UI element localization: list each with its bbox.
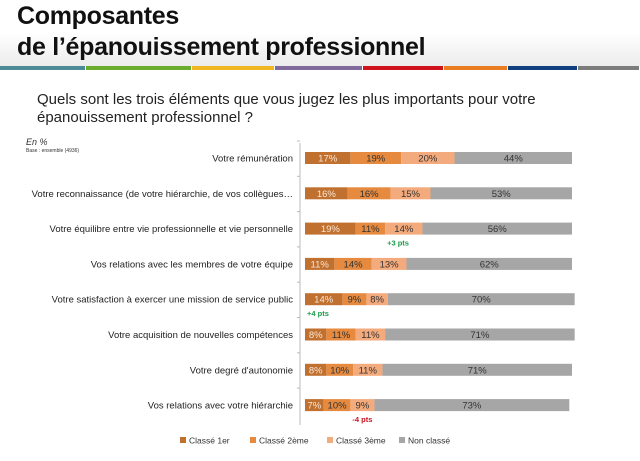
- bar-segment: [353, 363, 383, 376]
- data-label: 8%: [309, 365, 323, 376]
- bar-segment: [371, 257, 407, 270]
- bar-segment: [326, 328, 356, 341]
- bar-segment: [355, 328, 386, 341]
- header-background: [0, 0, 640, 66]
- data-label: 71%: [468, 365, 488, 376]
- bar-segment: [430, 187, 572, 200]
- bar-segment: [401, 152, 455, 164]
- data-label: 20%: [418, 154, 438, 165]
- legend-label: Classé 3ème: [336, 436, 386, 446]
- data-label: 7%: [307, 401, 321, 412]
- bar-segment: [305, 257, 335, 270]
- bar-segment: [382, 363, 572, 376]
- bar-segment: [385, 222, 423, 235]
- data-label: 17%: [318, 154, 338, 165]
- bar-segment: [387, 293, 575, 306]
- category-label: Votre satisfaction à exercer une mission…: [52, 295, 294, 306]
- bar-segment: [334, 257, 372, 270]
- rule-segment: [0, 66, 85, 70]
- data-label: 73%: [462, 401, 482, 412]
- data-label: 15%: [401, 189, 421, 200]
- data-label: 9%: [356, 401, 370, 412]
- bar-segment: [305, 293, 343, 306]
- data-label: 19%: [321, 224, 341, 235]
- title-line-1: Composantes: [17, 2, 180, 30]
- data-label: 11%: [311, 259, 330, 270]
- data-label: 10%: [330, 365, 350, 376]
- bar-segment: [323, 399, 351, 412]
- category-label: Votre degré d'autonomie: [190, 365, 293, 376]
- change-annotation: +4 pts: [307, 309, 329, 318]
- change-annotation: +3 pts: [387, 239, 409, 248]
- bar-segment: [374, 399, 570, 412]
- title-line-2: de l’épanouissement professionnel: [17, 33, 426, 61]
- bar-segment: [390, 187, 431, 200]
- bar-segment: [385, 328, 575, 341]
- bar-segment: [422, 222, 572, 235]
- data-label: 19%: [366, 154, 386, 165]
- bar-segment: [326, 363, 354, 376]
- rule-segment: [363, 66, 443, 70]
- data-label: 56%: [488, 224, 508, 235]
- data-label: 14%: [344, 259, 364, 270]
- rule-segment: [275, 66, 362, 70]
- data-label: 53%: [492, 189, 512, 200]
- legend-swatch: [327, 437, 333, 443]
- legend-swatch: [250, 437, 256, 443]
- change-annotation: -4 pts: [352, 415, 372, 424]
- category-label: Vos relations avec les membres de votre …: [91, 259, 293, 270]
- legend-label: Classé 1er: [189, 436, 230, 446]
- data-label: 71%: [470, 330, 490, 341]
- bar-segment: [305, 399, 324, 412]
- data-label: 8%: [370, 295, 384, 306]
- data-label: 16%: [317, 189, 337, 200]
- category-label: Votre rémunération: [212, 154, 293, 165]
- unit-label: En %: [26, 137, 48, 147]
- bar-segment: [454, 152, 572, 164]
- data-label: 70%: [472, 295, 492, 306]
- category-label: Vos relations avec votre hiérarchie: [148, 401, 293, 412]
- bar-segment: [350, 152, 402, 164]
- rule-segment: [578, 66, 639, 70]
- legend-label: Non classé: [408, 436, 450, 446]
- data-label: 62%: [480, 259, 500, 270]
- bar-segment: [305, 222, 356, 235]
- legend-label: Classé 2ème: [259, 436, 309, 446]
- rule-segment: [444, 66, 507, 70]
- category-label: Votre reconnaissance (de votre hiérarchi…: [32, 189, 293, 200]
- bar-segment: [342, 293, 367, 306]
- data-label: 9%: [348, 295, 362, 306]
- legend-swatch: [180, 437, 186, 443]
- rule-segment: [192, 66, 274, 70]
- rule-segment: [86, 66, 191, 70]
- base-label: Base : ensemble (4936): [26, 148, 80, 154]
- bar-segment: [347, 187, 391, 200]
- data-label: 14%: [394, 224, 414, 235]
- bar-segment: [406, 257, 572, 270]
- data-label: 44%: [504, 154, 524, 165]
- data-label: 11%: [361, 330, 380, 341]
- question-line-1: Quels sont les trois éléments que vous j…: [37, 91, 536, 108]
- bar-segment: [366, 293, 388, 306]
- data-label: 8%: [309, 330, 323, 341]
- legend-swatch: [399, 437, 405, 443]
- data-label: 13%: [380, 259, 400, 270]
- data-label: 11%: [361, 224, 380, 235]
- bar-segment: [355, 222, 386, 235]
- data-label: 11%: [332, 330, 351, 341]
- category-label: Votre acquisition de nouvelles compétenc…: [108, 330, 293, 341]
- category-label: Votre équilibre entre vie professionnell…: [50, 224, 293, 235]
- data-label: 16%: [360, 189, 380, 200]
- bar-segment: [305, 152, 351, 164]
- bar-segment: [305, 187, 348, 200]
- rule-segment: [508, 66, 577, 70]
- bar-segment: [305, 363, 327, 376]
- bar-segment: [350, 399, 375, 412]
- data-label: 11%: [359, 365, 378, 376]
- data-label: 10%: [328, 401, 348, 412]
- bar-segment: [305, 328, 327, 341]
- data-label: 14%: [314, 295, 334, 306]
- question-line-2: épanouissement professionnel ?: [37, 109, 253, 126]
